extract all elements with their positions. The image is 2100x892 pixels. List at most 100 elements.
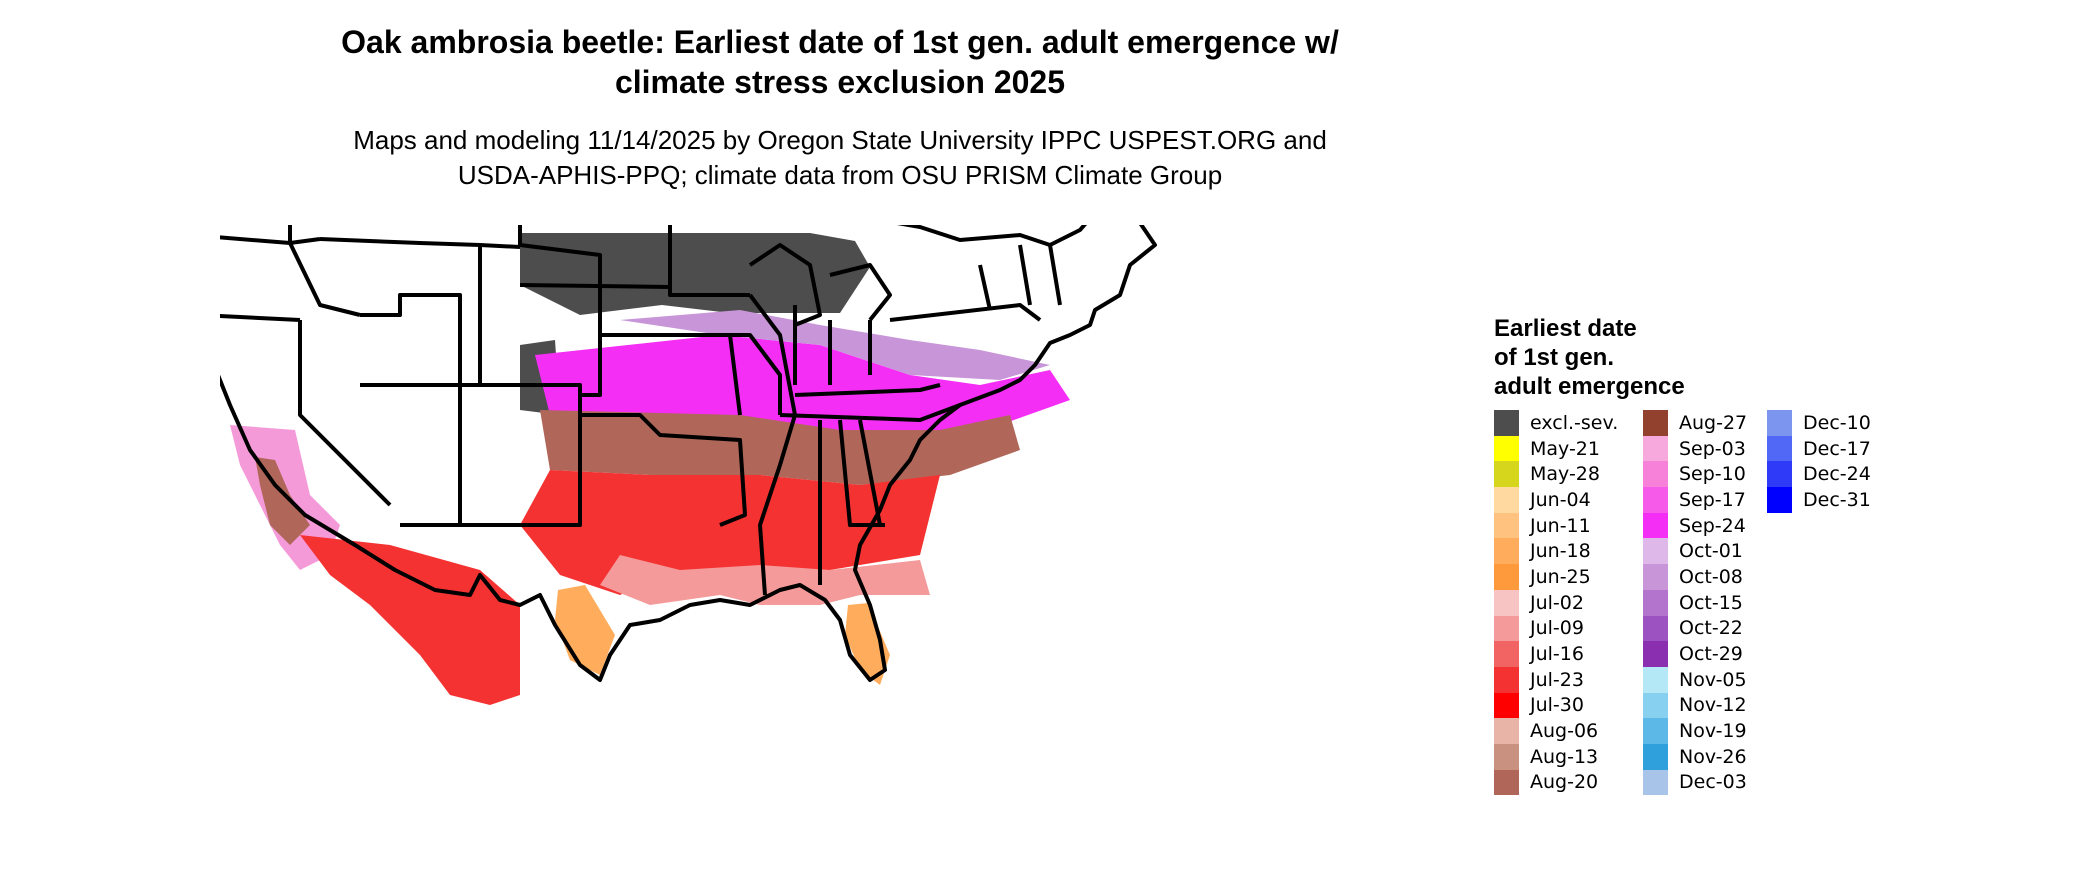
legend-title: Earliest date of 1st gen. adult emergenc… bbox=[1494, 314, 1685, 401]
legend-label: Oct-08 bbox=[1679, 565, 1743, 588]
legend-label: Dec-17 bbox=[1803, 437, 1871, 460]
legend-label: Sep-03 bbox=[1679, 437, 1746, 460]
legend-item: Jun-18 bbox=[1494, 538, 1618, 565]
legend-label: Sep-24 bbox=[1679, 514, 1746, 537]
legend-swatch bbox=[1643, 564, 1668, 590]
border-mn-ia bbox=[668, 225, 750, 297]
legend-label: Jun-18 bbox=[1530, 540, 1591, 563]
legend-item: May-28 bbox=[1494, 461, 1618, 488]
border-az bbox=[360, 383, 462, 527]
legend-label: Nov-05 bbox=[1679, 668, 1747, 691]
legend-label: Jul-09 bbox=[1530, 617, 1584, 640]
legend-swatch bbox=[1643, 538, 1668, 565]
us-emergence-map bbox=[220, 225, 1157, 705]
border-or-ca bbox=[220, 313, 301, 322]
legend-column-1: excl.-sev. May-21 May-28 Jun-04 Jun-11 Jun-18… bbox=[1494, 410, 1618, 796]
legend-label: Nov-19 bbox=[1679, 720, 1747, 743]
border-nv bbox=[298, 320, 392, 507]
legend-swatch bbox=[1494, 769, 1519, 796]
region-excl-sev-north bbox=[520, 233, 662, 315]
legend-swatch bbox=[1494, 538, 1519, 565]
region-brown-south bbox=[540, 410, 1020, 485]
region-orange-florida bbox=[845, 603, 890, 685]
legend-label: Dec-10 bbox=[1803, 411, 1871, 434]
border-ut bbox=[360, 293, 462, 387]
legend-title-line-1: Earliest date bbox=[1494, 315, 1637, 342]
legend-label: Dec-03 bbox=[1679, 771, 1747, 794]
legend-item: Jul-09 bbox=[1494, 615, 1618, 642]
border-mt-wy bbox=[319, 237, 521, 249]
state-borders bbox=[220, 225, 1157, 682]
legend-item: May-21 bbox=[1494, 435, 1618, 462]
legend-item: Sep-03 bbox=[1643, 435, 1747, 462]
legend-swatch bbox=[1494, 743, 1519, 770]
legend-item: Nov-26 bbox=[1643, 743, 1747, 770]
legend-swatch bbox=[1643, 589, 1668, 616]
legend-swatch bbox=[1494, 718, 1519, 744]
legend-item: Jun-04 bbox=[1494, 487, 1618, 513]
us-outline bbox=[220, 225, 1157, 682]
legend-swatch bbox=[1494, 589, 1519, 616]
border-co-nm bbox=[460, 383, 582, 527]
legend-label: Nov-12 bbox=[1679, 694, 1747, 717]
legend-swatch bbox=[1767, 410, 1792, 436]
legend-item: Aug-27 bbox=[1643, 410, 1747, 436]
border-ky-tn bbox=[794, 383, 941, 397]
legend-swatch bbox=[1494, 435, 1519, 462]
legend-item: Oct-15 bbox=[1643, 589, 1747, 616]
legend-title-line-2: of 1st gen. bbox=[1494, 344, 1615, 371]
legend-item: Aug-13 bbox=[1494, 743, 1618, 770]
legend-swatch bbox=[1643, 461, 1668, 488]
legend-label: Aug-06 bbox=[1530, 720, 1599, 743]
legend-item: Jun-11 bbox=[1494, 512, 1618, 539]
legend-item: Dec-03 bbox=[1643, 769, 1747, 796]
legend-swatch bbox=[1643, 743, 1668, 770]
legend-item: Jul-16 bbox=[1494, 641, 1618, 667]
legend-item: Nov-19 bbox=[1643, 718, 1747, 744]
legend-swatch bbox=[1643, 692, 1668, 719]
legend-label: Jul-23 bbox=[1530, 668, 1584, 691]
border-great-lakes bbox=[748, 243, 892, 327]
legend-label: Aug-27 bbox=[1679, 411, 1748, 434]
legend-label: Oct-01 bbox=[1679, 540, 1743, 563]
legend-label: Sep-17 bbox=[1679, 488, 1746, 511]
legend-swatch bbox=[1643, 718, 1668, 744]
legend-swatch bbox=[1494, 615, 1519, 642]
legend-item: Oct-08 bbox=[1643, 564, 1747, 590]
border-ne-sd bbox=[519, 283, 671, 289]
legend-swatch bbox=[1643, 512, 1668, 539]
border-ia-mo bbox=[670, 333, 782, 415]
legend-label: Jul-30 bbox=[1530, 694, 1584, 717]
legend-swatch bbox=[1494, 410, 1519, 436]
legend-swatch bbox=[1494, 487, 1519, 513]
border-il-in-oh bbox=[793, 305, 872, 385]
legend-item: Oct-29 bbox=[1643, 641, 1747, 667]
legend-item: Oct-01 bbox=[1643, 538, 1747, 565]
legend-item: Jul-23 bbox=[1494, 666, 1618, 693]
legend-label: Jul-16 bbox=[1530, 643, 1584, 666]
border-northeast bbox=[889, 244, 1062, 322]
legend-item: Jun-25 bbox=[1494, 564, 1618, 590]
legend-item: Dec-10 bbox=[1767, 410, 1871, 436]
legend-label: Sep-10 bbox=[1679, 463, 1746, 486]
legend-item: Dec-24 bbox=[1767, 461, 1871, 488]
legend-swatch bbox=[1643, 615, 1668, 642]
legend-item: Jul-02 bbox=[1494, 589, 1618, 616]
border-wa-or bbox=[220, 235, 321, 245]
legend-item: Jul-30 bbox=[1494, 692, 1618, 719]
legend-swatch bbox=[1767, 435, 1792, 462]
legend-label: Jul-02 bbox=[1530, 591, 1584, 614]
legend-swatch bbox=[1494, 512, 1519, 539]
legend-swatch bbox=[1494, 692, 1519, 719]
legend-swatch bbox=[1643, 666, 1668, 693]
legend-label: Dec-24 bbox=[1803, 463, 1871, 486]
border-tx bbox=[580, 413, 747, 527]
legend-swatch bbox=[1494, 666, 1519, 693]
legend-swatch bbox=[1643, 641, 1668, 667]
legend-swatch bbox=[1643, 435, 1668, 462]
legend-label: Aug-13 bbox=[1530, 745, 1599, 768]
legend-label: Jun-25 bbox=[1530, 565, 1591, 588]
region-red-southwest bbox=[300, 535, 520, 705]
legend-column-3: Dec-10 Dec-17 Dec-24 Dec-31 bbox=[1767, 410, 1871, 513]
legend-label: Dec-31 bbox=[1803, 488, 1871, 511]
